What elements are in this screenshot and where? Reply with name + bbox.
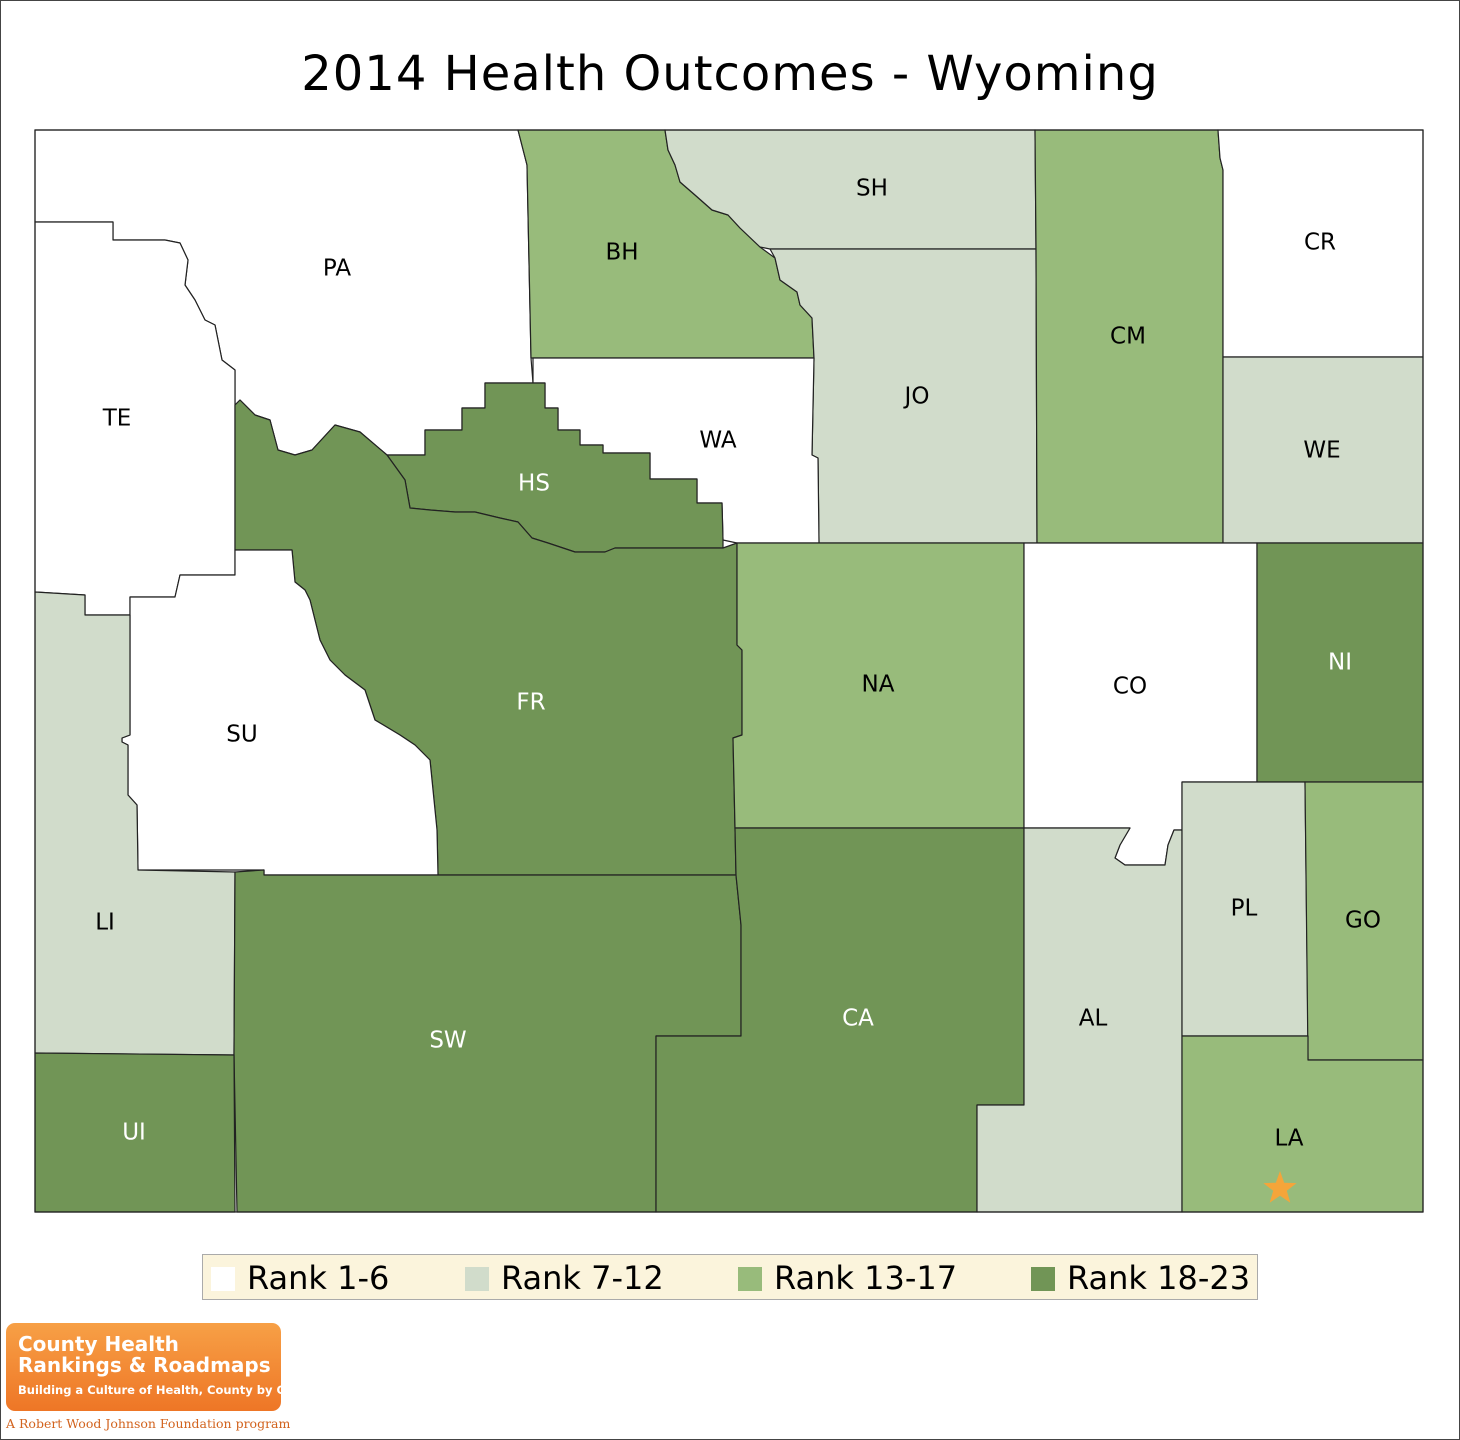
county-label-SH: SH	[856, 176, 888, 202]
county-label-NA: NA	[862, 672, 895, 698]
county-label-CO: CO	[1113, 674, 1147, 700]
county-label-PL: PL	[1231, 896, 1258, 922]
county-label-LI: LI	[95, 910, 115, 936]
county-label-NI: NI	[1328, 650, 1352, 676]
county-label-BH: BH	[605, 240, 638, 266]
map-border	[34, 129, 1424, 1213]
county-label-WE: WE	[1303, 438, 1340, 464]
county-label-SW: SW	[429, 1028, 466, 1054]
chr-logo-badge: County Health Rankings & Roadmaps Buildi…	[6, 1323, 322, 1411]
county-label-TE: TE	[102, 406, 132, 432]
county-label-GO: GO	[1345, 908, 1381, 934]
badge-tagline: Building a Culture of Health, County by …	[18, 1383, 323, 1397]
badge-line-1: County Health	[18, 1332, 179, 1356]
legend-label: Rank 13-17	[774, 1259, 958, 1297]
county-label-CM: CM	[1110, 324, 1146, 350]
county-label-FR: FR	[516, 690, 545, 716]
map-title: 2014 Health Outcomes - Wyoming	[301, 46, 1159, 102]
legend-swatch	[211, 1267, 235, 1291]
county-label-PA: PA	[323, 256, 351, 282]
legend-swatch	[738, 1267, 762, 1291]
star-icon	[1263, 1171, 1297, 1203]
legend-label: Rank 1-6	[247, 1259, 390, 1297]
county-label-CR: CR	[1304, 230, 1336, 256]
county-LA[interactable]	[1181, 1035, 1424, 1213]
county-label-WA: WA	[699, 428, 736, 454]
rwjf-footer: A Robert Wood Johnson Foundation program	[6, 1416, 291, 1431]
legend-swatch	[1031, 1267, 1055, 1291]
county-AL[interactable]	[976, 827, 1183, 1213]
badge-line-2: Rankings & Roadmaps	[18, 1353, 271, 1377]
county-label-LA: LA	[1274, 1126, 1303, 1152]
legend-swatch	[465, 1267, 489, 1291]
county-label-AL: AL	[1079, 1006, 1108, 1032]
county-label-SU: SU	[226, 722, 257, 748]
county-label-JO: JO	[903, 384, 930, 410]
county-label-HS: HS	[518, 471, 550, 497]
map-legend: Rank 1-6 Rank 7-12 Rank 13-17 Rank 18-23	[202, 1254, 1258, 1300]
county-label-UI: UI	[122, 1120, 146, 1146]
county-label-CA: CA	[842, 1006, 874, 1032]
legend-label: Rank 7-12	[501, 1259, 664, 1297]
legend-label: Rank 18-23	[1067, 1259, 1251, 1297]
